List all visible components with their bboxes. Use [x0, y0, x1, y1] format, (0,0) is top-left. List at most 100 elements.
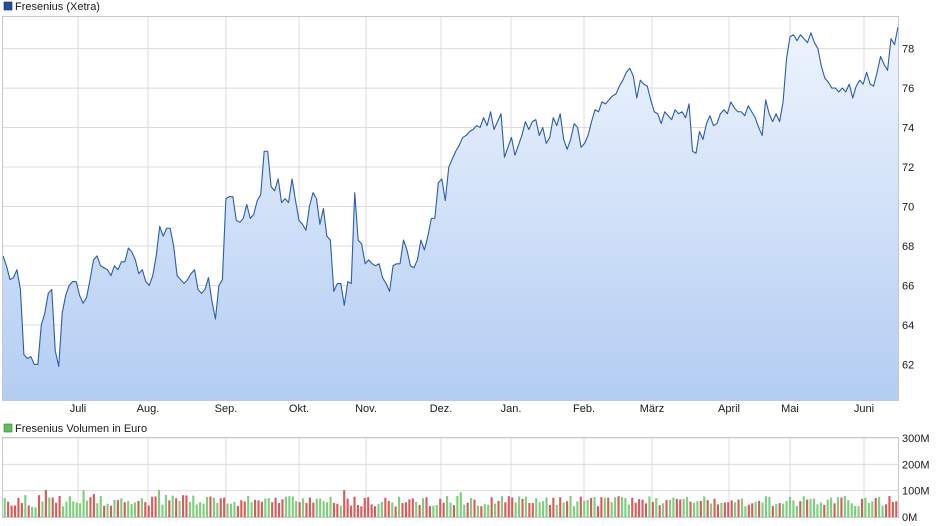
volume-bar — [140, 498, 143, 517]
volume-bar — [387, 500, 390, 517]
volume-bar — [44, 489, 47, 517]
volume-bar — [782, 503, 785, 517]
volume-bar — [109, 505, 113, 517]
volume-bar — [497, 500, 500, 517]
volume-bar — [524, 496, 528, 517]
volume-bar — [229, 503, 233, 517]
volume-bar — [665, 500, 668, 517]
volume-bar — [27, 505, 30, 517]
price-area — [3, 26, 898, 401]
volume-bar — [325, 502, 329, 517]
volume-bar — [699, 500, 702, 517]
volume-bar — [888, 495, 891, 517]
volume-bar — [603, 497, 606, 517]
volume-bar — [394, 506, 397, 517]
volume-bar — [428, 505, 431, 517]
volume-bar — [99, 495, 102, 517]
price-x-tick-label: Jan. — [501, 403, 522, 415]
volume-bar — [727, 502, 730, 517]
volume-bar — [312, 502, 315, 517]
volume-bar — [799, 501, 802, 517]
volume-bar — [305, 503, 308, 517]
price-x-axis: Juli Aug. Sep. Okt. Nov. Dez. Jan. Feb. März Apri… — [70, 403, 874, 415]
volume-bar — [20, 503, 23, 517]
volume-bar — [476, 505, 479, 517]
price-plot-frame — [2, 16, 899, 401]
volume-bar — [806, 499, 809, 517]
volume-y-tick-label: 0M — [902, 512, 917, 524]
price-y-tick-label: 66 — [902, 280, 914, 292]
volume-bar — [771, 505, 774, 517]
volume-bar — [103, 505, 106, 517]
volume-bar — [638, 499, 641, 517]
volume-bar — [689, 501, 692, 517]
volume-bar — [233, 501, 236, 517]
volume-bar — [668, 499, 672, 517]
volume-legend-swatch — [3, 423, 13, 433]
volume-bar — [754, 501, 757, 517]
volume-bar — [891, 501, 894, 517]
volume-bar — [823, 504, 826, 517]
volume-bar — [425, 497, 428, 517]
volume-bar — [590, 498, 593, 517]
volume-bar — [751, 503, 754, 517]
volume-bar — [792, 500, 795, 517]
volume-bar — [339, 505, 342, 517]
volume-bar — [634, 502, 637, 517]
volume-bar — [277, 503, 281, 517]
volume-bar — [192, 495, 195, 517]
price-x-tick-label: Nov. — [355, 403, 377, 415]
volume-bar — [535, 498, 538, 517]
volume-bar — [257, 500, 260, 517]
volume-bar — [586, 499, 589, 517]
price-legend-label: Fresenius (Xetra) — [15, 1, 100, 13]
volume-bar — [349, 505, 353, 517]
volume-bar — [205, 496, 209, 517]
volume-bar — [284, 496, 287, 517]
volume-bar — [247, 495, 250, 517]
volume-bar — [226, 503, 229, 517]
volume-bar — [367, 497, 370, 517]
volume-bar — [260, 501, 263, 517]
volume-bar — [850, 503, 853, 517]
volume-bars — [3, 489, 898, 517]
volume-bar — [596, 506, 600, 517]
volume-bar — [243, 501, 246, 517]
price-y-tick-label: 64 — [902, 320, 914, 332]
volume-bar — [449, 502, 452, 517]
volume-bar — [740, 498, 744, 517]
price-y-tick-label: 72 — [902, 162, 914, 174]
volume-bar — [778, 503, 781, 517]
volume-bar — [624, 498, 627, 517]
volume-bar — [3, 498, 6, 517]
price-y-tick-label: 68 — [902, 241, 914, 253]
volume-bar — [826, 499, 829, 517]
volume-bar — [199, 502, 202, 517]
price-y-tick-label: 74 — [902, 123, 914, 135]
volume-bar — [370, 504, 373, 517]
volume-bar — [171, 495, 174, 517]
volume-bar — [473, 499, 476, 517]
volume-bar — [847, 500, 850, 517]
volume-bar — [298, 502, 301, 517]
volume-bar — [487, 504, 490, 517]
volume-bar — [72, 501, 75, 517]
volume-bar — [356, 504, 359, 517]
volume-bar — [860, 498, 864, 517]
volume-bar — [559, 497, 562, 517]
volume-bar — [31, 506, 34, 517]
volume-bar — [511, 497, 514, 517]
volume-bar — [730, 500, 733, 517]
volume-bar — [147, 505, 150, 517]
volume-bar — [802, 496, 805, 517]
volume-bar — [346, 498, 349, 517]
volume-bar — [459, 492, 462, 517]
volume-bar — [703, 496, 706, 517]
volume-bar — [816, 504, 819, 517]
volume-bar — [531, 503, 534, 517]
volume-bar — [130, 504, 133, 517]
volume-bar — [79, 503, 82, 517]
volume-bar — [682, 498, 685, 517]
volume-bar — [106, 503, 109, 517]
volume-bar — [137, 500, 140, 517]
